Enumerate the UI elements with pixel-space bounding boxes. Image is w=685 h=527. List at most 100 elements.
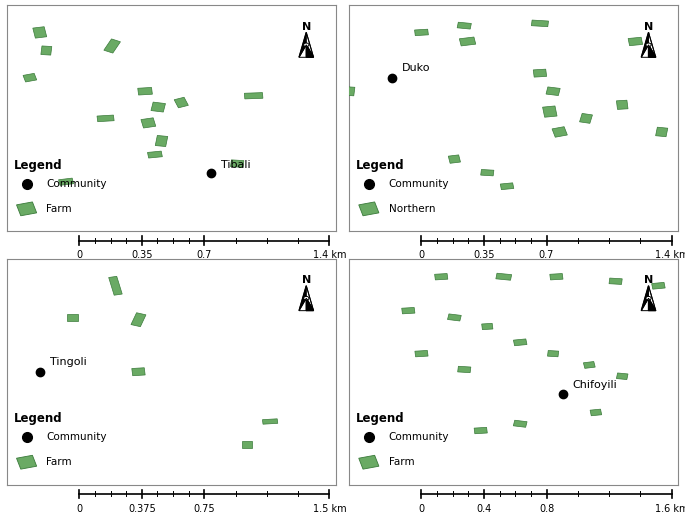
Text: 0.7: 0.7 [539,250,554,260]
Polygon shape [109,276,122,295]
Polygon shape [616,373,628,379]
Polygon shape [641,45,649,57]
Text: 0: 0 [419,504,425,514]
Polygon shape [649,286,656,310]
Polygon shape [474,427,487,434]
Polygon shape [155,135,168,147]
Text: N: N [301,275,311,285]
Polygon shape [649,298,656,310]
Polygon shape [262,419,278,424]
Polygon shape [513,420,527,427]
Text: Farm: Farm [47,204,72,214]
Text: Tibali: Tibali [221,160,251,170]
Text: 0.8: 0.8 [539,504,554,514]
Polygon shape [174,97,188,108]
Text: Community: Community [47,179,107,189]
Polygon shape [67,314,78,321]
Polygon shape [457,22,471,29]
Polygon shape [533,69,547,77]
Polygon shape [132,368,145,376]
Circle shape [646,43,651,47]
Polygon shape [299,33,306,57]
Polygon shape [590,409,601,416]
Text: 1.5 km: 1.5 km [312,504,346,514]
Polygon shape [343,86,355,96]
Polygon shape [141,118,155,128]
Polygon shape [359,455,379,469]
Text: Legend: Legend [356,413,404,425]
Polygon shape [299,298,306,310]
Polygon shape [306,298,314,310]
Polygon shape [33,27,47,38]
Polygon shape [231,160,244,168]
Polygon shape [104,39,121,53]
Polygon shape [306,45,314,57]
Polygon shape [415,350,428,357]
Polygon shape [23,73,37,82]
Polygon shape [552,126,567,137]
Polygon shape [414,29,428,36]
Polygon shape [641,33,649,57]
Text: Chifoyili: Chifoyili [573,380,618,390]
Text: N: N [644,275,653,285]
Polygon shape [306,286,314,310]
Polygon shape [496,273,512,280]
Text: 0.7: 0.7 [197,250,212,260]
Text: 1.4 km: 1.4 km [312,250,346,260]
Polygon shape [16,202,37,216]
Polygon shape [299,45,306,57]
Text: 0: 0 [76,250,82,260]
Polygon shape [547,350,559,357]
Circle shape [303,43,309,47]
Polygon shape [641,298,649,310]
Polygon shape [460,37,476,46]
Polygon shape [435,274,448,280]
Circle shape [303,296,309,300]
Polygon shape [16,455,37,469]
Text: Community: Community [47,432,107,442]
Text: 0.35: 0.35 [131,250,153,260]
Text: 1.6 km: 1.6 km [655,504,685,514]
Polygon shape [306,33,314,57]
Text: 0.4: 0.4 [476,504,492,514]
Polygon shape [447,314,461,321]
Polygon shape [151,102,166,112]
Text: N: N [301,22,311,32]
Text: Community: Community [388,179,449,189]
Polygon shape [482,324,493,329]
Polygon shape [649,45,656,57]
Polygon shape [242,441,252,448]
Polygon shape [628,37,643,46]
Polygon shape [359,202,379,216]
Text: Farm: Farm [388,457,414,467]
Polygon shape [97,115,114,122]
Text: Community: Community [388,432,449,442]
Polygon shape [41,46,52,55]
Polygon shape [514,339,527,346]
Text: Duko: Duko [401,63,430,73]
Text: Farm: Farm [47,457,72,467]
Polygon shape [401,307,415,314]
Polygon shape [131,313,146,327]
Text: 0.35: 0.35 [473,250,495,260]
Text: Legend: Legend [14,159,62,172]
Polygon shape [656,127,668,136]
Polygon shape [500,183,514,190]
Polygon shape [481,170,494,176]
Polygon shape [245,93,263,99]
Text: 0: 0 [419,250,425,260]
Polygon shape [58,178,73,186]
Polygon shape [609,278,622,285]
Polygon shape [546,87,560,95]
Text: Northern: Northern [388,204,435,214]
Polygon shape [584,362,595,368]
Text: Legend: Legend [356,159,404,172]
Text: 1.4 km: 1.4 km [655,250,685,260]
Polygon shape [138,87,152,95]
Polygon shape [147,151,162,158]
Polygon shape [543,106,557,117]
Text: Legend: Legend [14,413,62,425]
Polygon shape [550,274,563,280]
Polygon shape [299,286,306,310]
Polygon shape [616,100,628,110]
